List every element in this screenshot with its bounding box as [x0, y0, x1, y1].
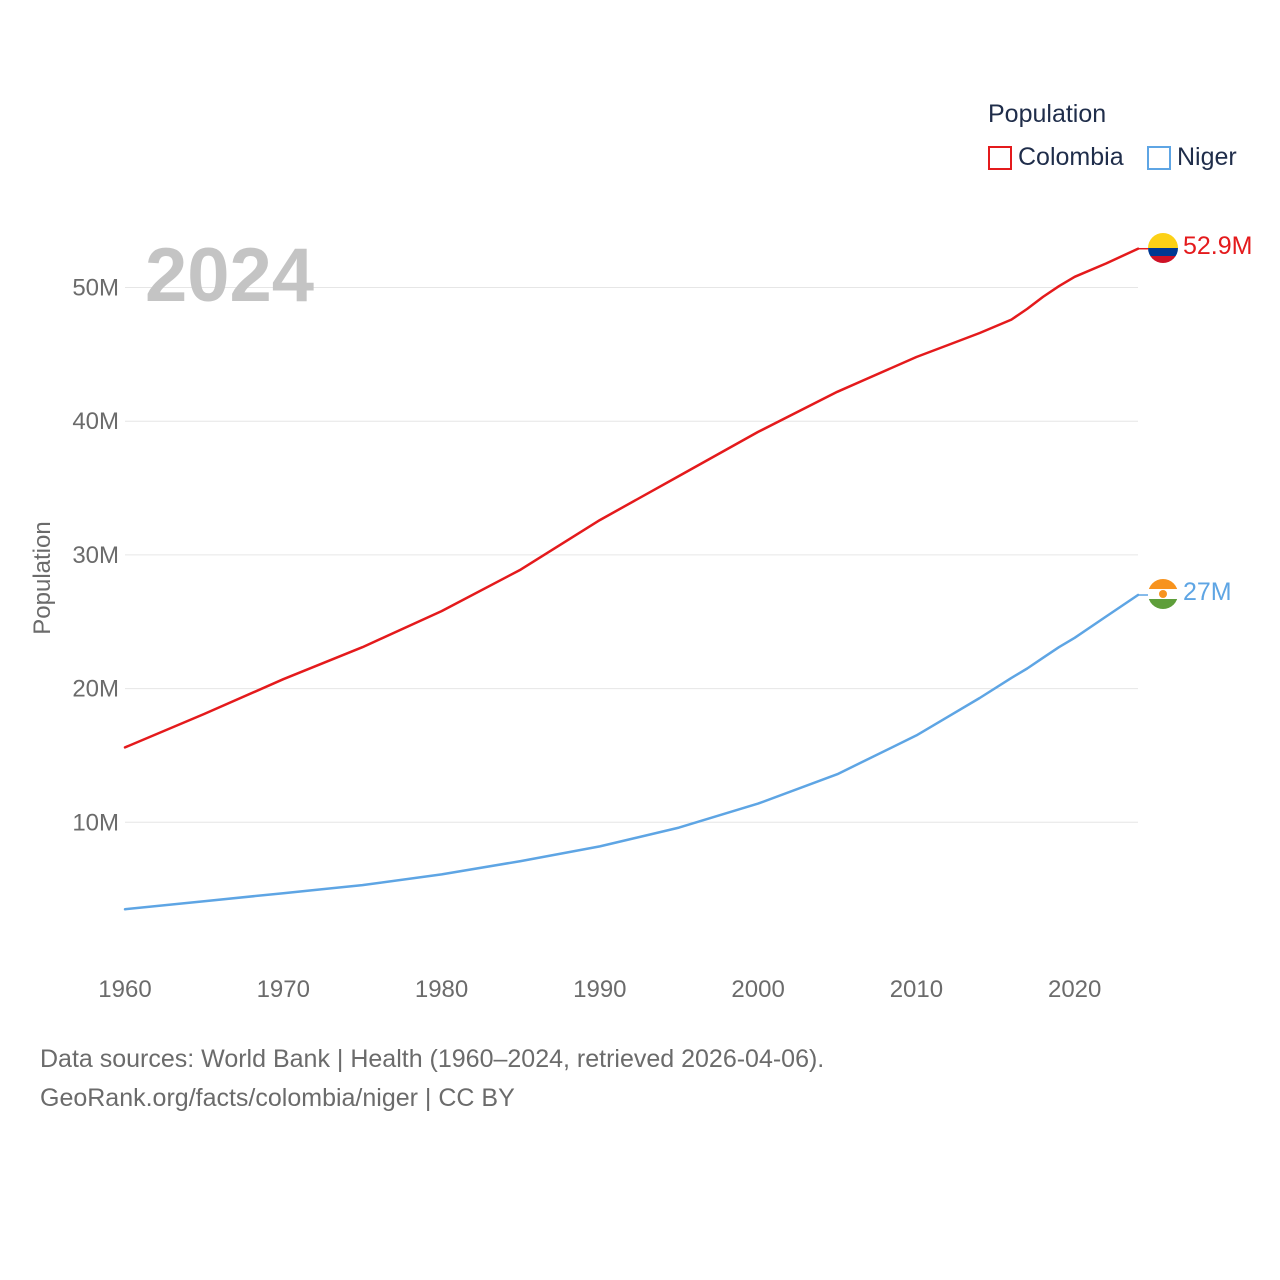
legend-title: Population	[988, 100, 1107, 128]
series-lines	[123, 247, 1148, 911]
colombia-flag-icon	[1148, 233, 1178, 263]
y-axis-ticks: 10M 20M 30M 40M 50M	[72, 275, 119, 837]
y-tick-label: 10M	[72, 809, 119, 836]
niger-flag-icon	[1148, 579, 1178, 609]
end-label-colombia: 52.9M	[1183, 232, 1252, 260]
year-label: 2024	[145, 233, 314, 318]
y-axis-label: Population	[29, 521, 56, 634]
legend-swatch-colombia	[988, 145, 1012, 170]
x-tick-label: 2000	[731, 976, 784, 1003]
gridlines	[125, 287, 1138, 823]
footer-attribution[interactable]: GeoRank.org/facts/colombia/niger | CC BY	[40, 1084, 515, 1112]
x-tick-label: 2020	[1048, 976, 1101, 1003]
series-line-colombia	[123, 247, 1140, 749]
x-tick-label: 2010	[890, 976, 943, 1003]
legend-label-niger: Niger	[1177, 143, 1237, 171]
legend-item-niger[interactable]: Niger	[1147, 143, 1237, 172]
x-tick-label: 1990	[573, 976, 626, 1003]
y-tick-label: 50M	[72, 275, 119, 302]
legend-label-colombia: Colombia	[1018, 143, 1124, 171]
x-tick-label: 1960	[98, 976, 151, 1003]
y-tick-label: 20M	[72, 676, 119, 703]
series-line-niger	[123, 593, 1140, 911]
y-tick-label: 40M	[72, 408, 119, 435]
x-tick-label: 1970	[257, 976, 310, 1003]
end-label-niger: 27M	[1183, 578, 1232, 606]
legend-item-colombia[interactable]: Colombia	[988, 143, 1124, 172]
legend-swatch-niger	[1147, 145, 1171, 170]
x-axis-ticks: 1960 1970 1980 1990 2000 2010 2020	[98, 976, 1101, 1003]
x-tick-label: 1980	[415, 976, 468, 1003]
y-tick-label: 30M	[72, 542, 119, 569]
footer-source: Data sources: World Bank | Health (1960–…	[40, 1045, 825, 1073]
